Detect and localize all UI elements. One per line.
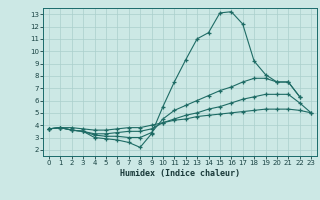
X-axis label: Humidex (Indice chaleur): Humidex (Indice chaleur) [120, 169, 240, 178]
